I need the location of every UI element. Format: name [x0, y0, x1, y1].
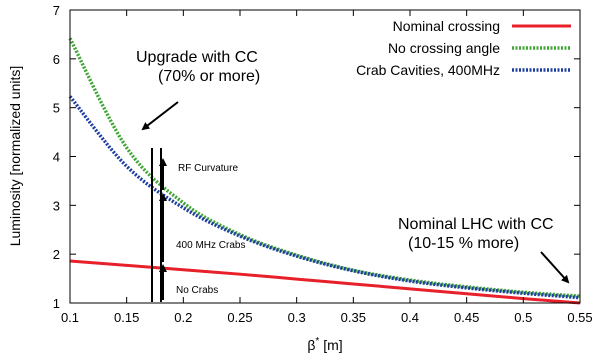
series-layer	[68, 37, 581, 305]
x-axis-label-main: β	[307, 337, 315, 353]
legend: Nominal crossing No crossing angle Crab …	[356, 18, 571, 78]
annotation-no-crabs: No Crabs	[176, 285, 218, 296]
y-tick-label: 6	[53, 52, 60, 67]
y-tick-label: 4	[53, 150, 60, 165]
x-tick-label: 0.35	[341, 310, 366, 325]
arrow-upgrade-pointer	[141, 101, 179, 131]
x-tick-label: 0.55	[567, 310, 592, 325]
x-tick-label: 0.1	[61, 310, 79, 325]
crab-comparison-markers	[151, 148, 167, 302]
y-tick-label: 3	[53, 198, 60, 213]
annotation-upgrade-line2: (70% or more)	[158, 68, 260, 85]
x-tick-label: 0.2	[174, 310, 192, 325]
x-axis-label-unit: [m]	[319, 337, 342, 353]
annotation-rf-curvature: RF Curvature	[178, 163, 238, 174]
annotation-upgrade-line1: Upgrade with CC	[136, 49, 258, 66]
series-line-1	[68, 37, 581, 298]
x-tick-label: 0.15	[114, 310, 139, 325]
x-tick-label: 0.5	[514, 310, 532, 325]
y-tick-label: 7	[53, 3, 60, 18]
x-tick-label: 0.25	[227, 310, 252, 325]
annotation-400mhz-crabs: 400 MHz Crabs	[176, 240, 245, 251]
x-axis: 0.1 0.15 0.2 0.25 0.3 0.35 0.4 0.45 0.5 0.55	[61, 10, 593, 325]
annotation-nominal-line1: Nominal LHC with CC	[398, 216, 554, 233]
y-axis-label: Luminosity [normalized units]	[7, 66, 23, 247]
x-tick-label: 0.3	[288, 310, 306, 325]
legend-label-crab-cavities: Crab Cavities, 400MHz	[356, 62, 500, 78]
y-tick-label: 5	[53, 101, 60, 116]
series-line-0	[69, 259, 581, 305]
series-line-2	[68, 95, 581, 300]
x-axis-label: β* [m]	[307, 336, 342, 353]
x-tick-label: 0.4	[401, 310, 419, 325]
annotation-nominal-line2: (10-15 % more)	[408, 235, 519, 252]
y-axis: 1 2 3 4 5 6 7	[53, 3, 580, 311]
legend-label-no-crossing-angle: No crossing angle	[388, 40, 500, 56]
y-tick-label: 2	[53, 247, 60, 262]
legend-label-nominal-crossing: Nominal crossing	[393, 18, 500, 34]
x-axis-label-sup: *	[315, 336, 319, 347]
x-tick-label: 0.45	[454, 310, 479, 325]
arrow-nominal-pointer	[540, 251, 570, 284]
y-tick-label: 1	[53, 296, 60, 311]
